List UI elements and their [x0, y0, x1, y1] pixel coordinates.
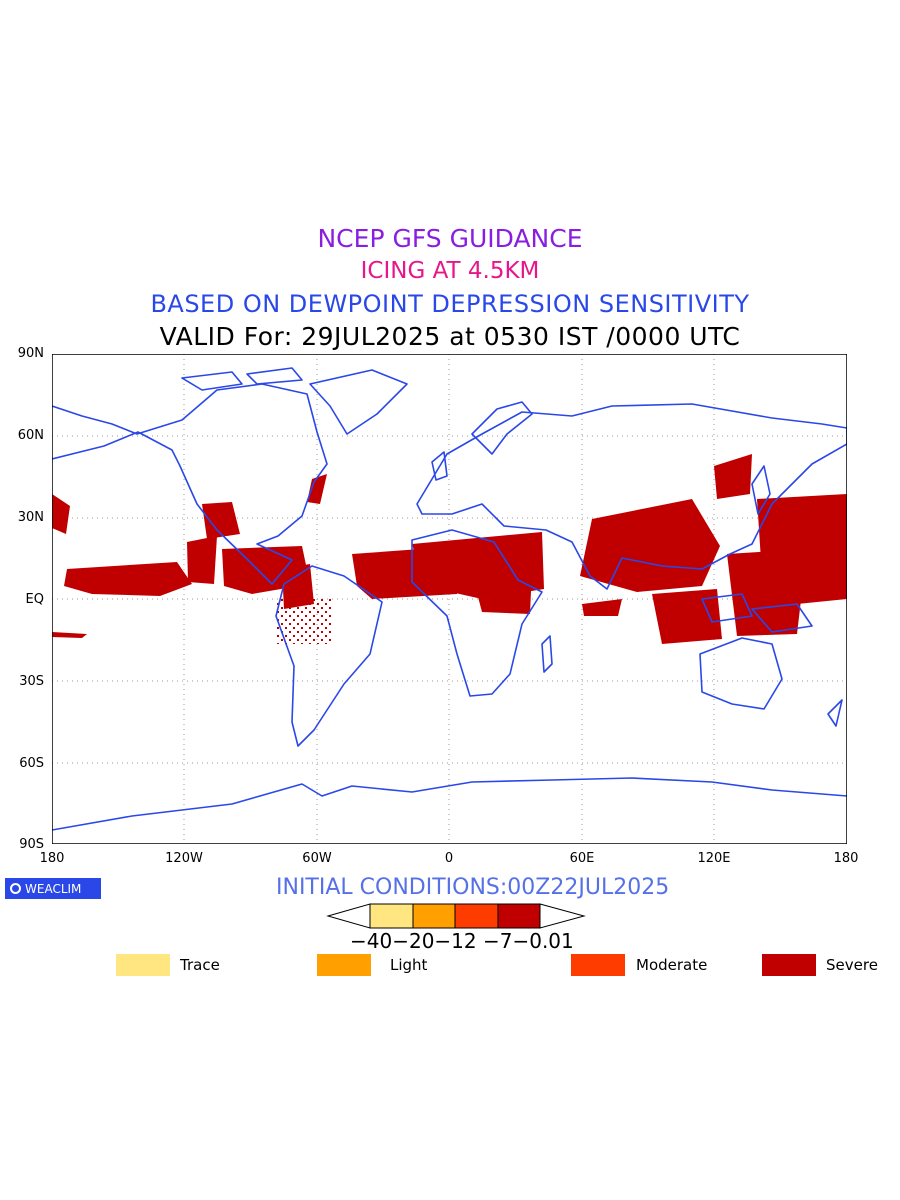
lon-label-180w: 180: [39, 851, 65, 866]
title-product: ICING AT 4.5KM: [360, 258, 540, 284]
colorbar-tick-labels: −40−20−12 −7−0.01: [350, 929, 574, 953]
colorbar-light: [412, 903, 456, 929]
lon-label-120e: 120E: [697, 851, 731, 866]
colorbar-low-arrow: [326, 903, 371, 929]
world-map: [52, 354, 847, 844]
lat-label-30n: 30N: [17, 510, 44, 525]
legend-label-moderate: Moderate: [636, 956, 708, 974]
legend-swatch-severe: [762, 954, 816, 976]
lon-label-60e: 60E: [569, 851, 595, 866]
legend-label-light: Light: [390, 956, 428, 974]
lon-label-180e: 180: [833, 851, 859, 866]
weaclim-logo: WEACLIM: [5, 878, 101, 899]
colorbar-trace: [369, 903, 414, 929]
colorbar-severe: [497, 903, 541, 929]
colorbar-high-arrow: [539, 903, 586, 929]
lat-label-90s: 90S: [19, 837, 44, 852]
logo-text: WEACLIM: [25, 881, 82, 896]
title-model: NCEP GFS GUIDANCE: [317, 224, 583, 253]
lat-label-90n: 90N: [17, 346, 44, 361]
colorbar-moderate: [454, 903, 499, 929]
coastlines: [52, 367, 847, 831]
lat-label-60s: 60S: [19, 756, 44, 771]
title-method: BASED ON DEWPOINT DEPRESSION SENSITIVITY: [150, 290, 750, 318]
lon-label-60w: 60W: [302, 851, 332, 866]
lat-label-eq: EQ: [25, 592, 44, 607]
colorbar: [326, 903, 586, 929]
lat-label-60n: 60N: [17, 428, 44, 443]
legend-swatch-moderate: [571, 954, 625, 976]
legend-swatch-light: [317, 954, 371, 976]
lat-label-30s: 30S: [19, 674, 44, 689]
legend-swatch-trace: [116, 954, 170, 976]
legend-label-severe: Severe: [826, 956, 878, 974]
logo-ring-icon: [10, 883, 21, 894]
title-valid-time: VALID For: 29JUL2025 at 0530 IST /0000 U…: [159, 322, 741, 351]
initial-conditions: INITIAL CONDITIONS:00Z22JUL2025: [276, 875, 670, 900]
legend-label-trace: Trace: [180, 956, 220, 974]
lon-label-120w: 120W: [165, 851, 203, 866]
icing-scattered: [277, 599, 332, 644]
icing-areas: [52, 454, 847, 644]
lon-label-0: 0: [444, 851, 454, 866]
